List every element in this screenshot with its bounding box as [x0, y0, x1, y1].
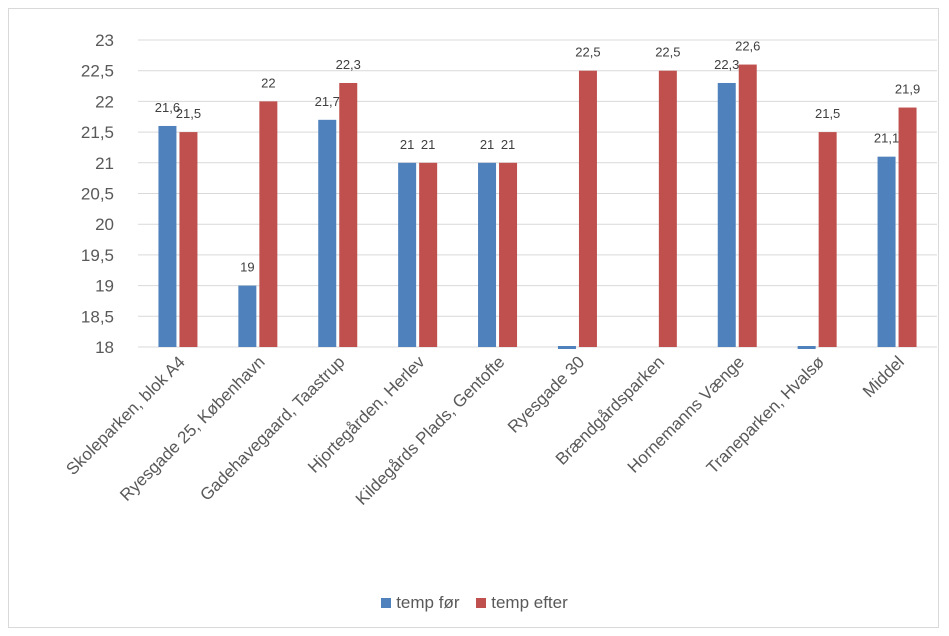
y-tick-label: 20: [95, 215, 114, 234]
data-label: 21,5: [815, 106, 840, 121]
data-label: 21,9: [895, 82, 920, 97]
bar: [158, 125, 177, 348]
x-tick-label: Middel: [859, 352, 908, 401]
data-label: 19: [240, 260, 254, 275]
x-tick-label: Kildegårds Plads, Gentofte: [352, 352, 508, 508]
data-label: 21: [400, 137, 414, 152]
data-label: 22,5: [575, 45, 600, 60]
legend-item-after: temp efter: [476, 593, 568, 613]
y-tick-label: 21: [95, 154, 114, 173]
data-label: 21,6: [155, 100, 180, 115]
legend-swatch-before: [381, 598, 392, 608]
x-tick-label: Ryesgade 30: [504, 352, 588, 436]
x-tick-label: Gadehavegaard, Taastrup: [196, 352, 348, 504]
bar: [478, 162, 497, 347]
bar: [797, 346, 816, 349]
bar: [318, 119, 337, 347]
y-tick-label: 22: [95, 92, 114, 111]
data-label: 21,5: [176, 106, 201, 121]
data-label: 22: [261, 75, 275, 90]
bar: [179, 132, 198, 347]
data-label: 21: [501, 137, 515, 152]
x-tick-label: Ryesgade 25, København: [116, 352, 268, 504]
bar: [557, 346, 576, 349]
legend: temp før temp efter: [0, 593, 949, 613]
data-label: 22,3: [336, 57, 361, 72]
bar: [499, 162, 518, 347]
y-tick-label: 21,5: [81, 123, 114, 142]
bar: [398, 162, 417, 347]
bar: [259, 101, 278, 348]
bar: [898, 107, 917, 347]
bar: [658, 70, 677, 347]
bar: [738, 64, 757, 347]
y-tick-label: 23: [95, 31, 114, 50]
data-label: 22,5: [655, 45, 680, 60]
bar: [578, 70, 597, 347]
data-label: 21: [480, 137, 494, 152]
legend-swatch-after: [476, 598, 487, 608]
y-tick-label: 19,5: [81, 246, 114, 265]
y-tick-label: 18: [95, 338, 114, 357]
y-tick-label: 20,5: [81, 185, 114, 204]
data-label: 21: [421, 137, 435, 152]
bar: [339, 82, 358, 347]
data-label: 22,6: [735, 39, 760, 54]
bar: [419, 162, 438, 347]
y-tick-label: 18,5: [81, 307, 114, 326]
bar: [717, 82, 736, 347]
bar: [818, 132, 837, 347]
data-label: 21,1: [874, 131, 899, 146]
y-tick-label: 19: [95, 277, 114, 296]
legend-item-before: temp før: [381, 593, 460, 613]
y-tick-label: 22,5: [81, 62, 114, 81]
data-label: 21,7: [315, 94, 340, 109]
legend-label-after: temp efter: [491, 593, 568, 612]
bar: [877, 156, 896, 347]
legend-label-before: temp før: [396, 593, 460, 612]
data-label: 22,3: [714, 57, 739, 72]
bar: [238, 285, 257, 347]
